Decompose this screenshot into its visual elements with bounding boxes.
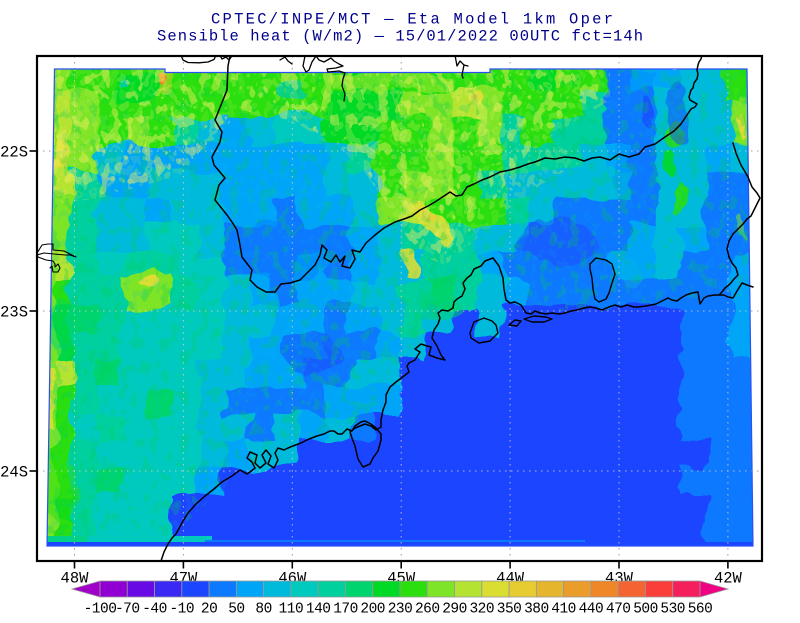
svg-text:500: 500 bbox=[633, 602, 658, 618]
svg-text:50: 50 bbox=[228, 602, 244, 618]
svg-text:170: 170 bbox=[333, 602, 358, 618]
svg-text:80: 80 bbox=[255, 602, 271, 618]
svg-text:23S: 23S bbox=[0, 304, 28, 322]
svg-text:-40: -40 bbox=[142, 602, 167, 618]
svg-text:320: 320 bbox=[469, 602, 494, 618]
svg-text:CPTEC/INPE/MCT — Eta Model 1k: CPTEC/INPE/MCT — Eta Model 1km Oper bbox=[211, 11, 613, 29]
svg-text:440: 440 bbox=[579, 602, 604, 618]
svg-text:410: 410 bbox=[551, 602, 576, 618]
svg-text:350: 350 bbox=[497, 602, 522, 618]
svg-text:-100: -100 bbox=[84, 602, 117, 618]
svg-text:200: 200 bbox=[360, 602, 385, 618]
svg-text:24S: 24S bbox=[0, 464, 28, 482]
svg-text:140: 140 bbox=[306, 602, 331, 618]
svg-text:-70: -70 bbox=[115, 602, 140, 618]
svg-text:22S: 22S bbox=[0, 144, 28, 162]
svg-text:110: 110 bbox=[279, 602, 304, 618]
svg-text:-10: -10 bbox=[169, 602, 194, 618]
svg-text:48W: 48W bbox=[61, 570, 90, 588]
svg-text:260: 260 bbox=[415, 602, 440, 618]
svg-text:230: 230 bbox=[388, 602, 413, 618]
svg-text:560: 560 bbox=[688, 602, 713, 618]
svg-text:Sensible heat (W/m2) — 15/01/2: Sensible heat (W/m2) — 15/01/2022 00UTC … bbox=[157, 28, 643, 46]
svg-text:470: 470 bbox=[606, 602, 631, 618]
svg-text:290: 290 bbox=[442, 602, 467, 618]
svg-text:380: 380 bbox=[524, 602, 549, 618]
svg-text:530: 530 bbox=[660, 602, 685, 618]
svg-text:42W: 42W bbox=[714, 570, 743, 588]
svg-text:20: 20 bbox=[201, 602, 217, 618]
